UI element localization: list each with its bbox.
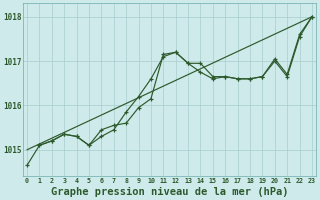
- X-axis label: Graphe pression niveau de la mer (hPa): Graphe pression niveau de la mer (hPa): [51, 186, 288, 197]
